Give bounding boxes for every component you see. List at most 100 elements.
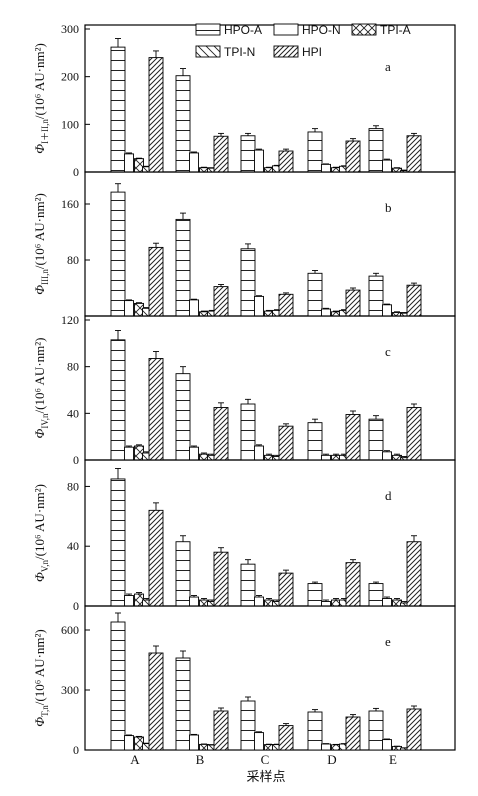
legend-label: HPO-N	[302, 23, 341, 37]
bar-hpo-a-d	[307, 583, 323, 607]
bar-hpi-d	[345, 140, 361, 173]
y-axis-title: ΦIII,n/(10⁶ AU·nm²)	[32, 193, 50, 295]
bar-hpo-n-c	[254, 445, 264, 461]
x-tick-label: B	[196, 752, 205, 767]
bar-hpo-n-d	[321, 743, 331, 751]
bar-hpo-a-c	[240, 403, 256, 461]
bar-hpo-n-e	[382, 159, 392, 173]
panel-frame	[84, 605, 456, 751]
bar-hpo-n-d	[321, 308, 331, 317]
legend-item-hpi: HPI	[273, 45, 322, 59]
panel-letter: d	[385, 488, 392, 503]
bar-hpo-a-a	[110, 191, 126, 317]
bar-hpi-c	[278, 572, 294, 607]
bar-hpi-c	[278, 150, 294, 173]
panel-c: 120 80 40 0 c ΦIV,n/(10⁶ AU·nm²)	[32, 313, 456, 467]
bar-hpo-n-b	[189, 446, 199, 461]
legend-swatch	[273, 45, 299, 58]
bar-hpo-n-b	[189, 152, 199, 173]
y-axis-title: ΦV,n/(10⁶ AU·nm²)	[32, 484, 50, 582]
bar-hpo-a-b	[175, 657, 191, 751]
bar-hpi-b	[213, 407, 229, 461]
bar-hpo-a-c	[240, 248, 256, 317]
bar-hpo-n-c	[254, 596, 264, 607]
y-tick-label: 300	[61, 683, 79, 697]
panel-e: 0 300 600 e ΦT,n/(10⁶ AU·nm²)	[32, 605, 456, 757]
bar-hpi-b	[213, 551, 229, 607]
bar-hpi-a	[148, 246, 164, 317]
bar-hpo-n-a	[124, 300, 134, 317]
y-tick-label: 80	[67, 479, 79, 493]
bar-hpo-a-e	[368, 275, 384, 317]
bar-hpo-a-d	[307, 272, 323, 317]
legend-item-hpo-n: HPO-N	[273, 23, 341, 37]
bar-hpi-d	[345, 716, 361, 751]
bar-hpo-a-e	[368, 583, 384, 607]
bar-hpi-a	[148, 57, 164, 173]
panel-frame	[84, 24, 456, 173]
bar-hpo-n-a	[124, 735, 134, 751]
bar-hpi-e	[406, 708, 422, 751]
bar-hpi-b	[213, 135, 229, 173]
legend-item-hpo-a: HPO-A	[195, 23, 262, 37]
y-axis-title: ΦI＋II,n/(10⁶ AU·nm²)	[32, 43, 50, 154]
legend-swatch	[195, 45, 221, 58]
bar-hpo-n-c	[254, 149, 264, 173]
bar-hpi-a	[148, 358, 164, 461]
y-tick-label: 300	[61, 22, 79, 36]
panel-letter: c	[385, 344, 391, 359]
bar-hpo-n-e	[382, 739, 392, 751]
bar-hpo-a-a	[110, 621, 126, 751]
bar-hpi-d	[345, 414, 361, 461]
y-tick-label: 200	[61, 70, 79, 84]
bar-hpi-e	[406, 541, 422, 607]
legend-label: TPI-N	[224, 45, 255, 59]
bar-hpo-n-a	[124, 153, 134, 173]
bar-hpo-n-b	[189, 299, 199, 317]
panel-frame	[84, 459, 456, 607]
y-tick-label: 0	[73, 743, 79, 757]
panel-frame	[84, 315, 456, 461]
bar-hpo-a-b	[175, 75, 191, 173]
bar-hpo-a-b	[175, 541, 191, 607]
legend: HPO-A HPO-N TPI-A TPI-N HPI	[195, 23, 411, 59]
bar-hpo-n-d	[321, 454, 331, 461]
y-tick-label: 0	[73, 453, 79, 467]
bar-hpo-a-e	[368, 128, 384, 173]
panel-a: 0 100 200 300 a ΦI＋II,n/(10⁶ AU·nm²)	[32, 22, 456, 179]
legend-label: HPI	[302, 45, 322, 59]
bar-hpi-d	[345, 289, 361, 317]
bar-hpo-n-e	[382, 451, 392, 461]
bar-hpi-a	[148, 509, 164, 607]
bar-hpi-e	[406, 284, 422, 317]
bar-hpo-a-d	[307, 711, 323, 751]
panel-letter: e	[385, 634, 391, 649]
bar-hpo-a-b	[175, 373, 191, 461]
bar-hpo-n-c	[254, 732, 264, 751]
bar-hpo-a-c	[240, 563, 256, 607]
x-tick-label: D	[327, 752, 336, 767]
x-tick-label: C	[261, 752, 270, 767]
y-tick-label: 40	[67, 539, 79, 553]
panel-frame	[84, 171, 456, 317]
bar-hpi-c	[278, 425, 294, 461]
legend-swatch	[351, 23, 377, 36]
y-tick-label: 0	[73, 165, 79, 179]
bar-hpo-a-e	[368, 710, 384, 751]
y-tick-label: 120	[61, 313, 79, 327]
x-axis-title: 采样点	[246, 770, 285, 785]
bar-hpo-n-e	[382, 598, 392, 607]
bar-hpo-n-e	[382, 304, 392, 317]
y-tick-label: 600	[61, 623, 79, 637]
y-axis-title: ΦIV,n/(10⁶ AU·nm²)	[32, 338, 50, 439]
bar-hpi-d	[345, 562, 361, 607]
y-tick-label: 0	[73, 599, 79, 613]
bar-hpo-n-c	[254, 295, 264, 317]
y-tick-label: 40	[67, 406, 79, 420]
bar-hpi-c	[278, 293, 294, 317]
bar-hpo-n-d	[321, 163, 331, 173]
legend-label: HPO-A	[224, 23, 262, 37]
bar-hpi-e	[406, 407, 422, 461]
bar-hpo-n-a	[124, 446, 134, 461]
